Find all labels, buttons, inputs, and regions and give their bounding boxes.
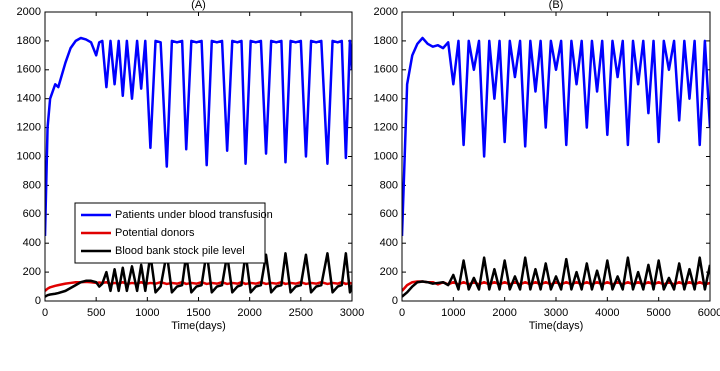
legend-label: Patients under blood transfusion xyxy=(115,209,273,221)
x-tick-label: 1000 xyxy=(135,307,159,319)
chart-title: (A) xyxy=(191,0,206,11)
x-tick-label: 1500 xyxy=(186,307,210,319)
y-tick-label: 200 xyxy=(23,266,41,278)
x-tick-label: 0 xyxy=(42,307,48,319)
legend-label: Blood bank stock pile level xyxy=(115,245,245,257)
y-tick-label: 1000 xyxy=(17,150,41,162)
y-tick-label: 0 xyxy=(35,295,41,307)
y-tick-label: 200 xyxy=(380,266,398,278)
y-tick-label: 1000 xyxy=(374,150,398,162)
plot-frame xyxy=(401,11,711,302)
y-tick-label: 600 xyxy=(380,208,398,220)
x-tick-label: 1000 xyxy=(441,307,465,319)
y-tick-label: 1800 xyxy=(17,35,41,47)
y-tick-label: 2000 xyxy=(374,6,398,18)
x-tick-label: 6000 xyxy=(698,307,720,319)
y-tick-label: 1800 xyxy=(374,35,398,47)
series-line xyxy=(402,280,710,292)
plot-lines xyxy=(402,36,710,298)
x-axis-label: Time(days) xyxy=(171,320,226,332)
y-tick-label: 0 xyxy=(392,295,398,307)
plot-lines xyxy=(45,36,352,298)
y-tick-label: 800 xyxy=(380,179,398,191)
series-line xyxy=(402,256,710,298)
series-line xyxy=(45,36,352,236)
x-axis-label: Time(days) xyxy=(529,320,584,332)
x-tick-label: 4000 xyxy=(595,307,619,319)
plot-frame xyxy=(44,11,353,302)
x-tick-label: 3000 xyxy=(340,307,364,319)
x-tick-label: 2500 xyxy=(289,307,313,319)
y-tick-label: 1400 xyxy=(17,93,41,105)
x-tick-label: 5000 xyxy=(646,307,670,319)
y-tick-label: 1200 xyxy=(17,122,41,134)
x-tick-label: 2000 xyxy=(492,307,516,319)
y-tick-label: 400 xyxy=(23,237,41,249)
x-tick-label: 2000 xyxy=(237,307,261,319)
y-tick-label: 1200 xyxy=(374,122,398,134)
x-tick-label: 3000 xyxy=(544,307,568,319)
chart-title: (B) xyxy=(549,0,564,11)
legend-label: Potential donors xyxy=(115,227,195,239)
y-tick-label: 1600 xyxy=(17,64,41,76)
y-tick-label: 600 xyxy=(23,208,41,220)
y-tick-label: 1400 xyxy=(374,93,398,105)
plot-area xyxy=(402,12,710,301)
y-tick-label: 800 xyxy=(23,179,41,191)
y-tick-label: 400 xyxy=(380,237,398,249)
x-tick-label: 500 xyxy=(87,307,105,319)
series-line xyxy=(402,36,710,237)
y-tick-label: 2000 xyxy=(17,6,41,18)
y-tick-label: 1600 xyxy=(374,64,398,76)
series-line xyxy=(45,250,352,298)
x-tick-label: 0 xyxy=(399,307,405,319)
